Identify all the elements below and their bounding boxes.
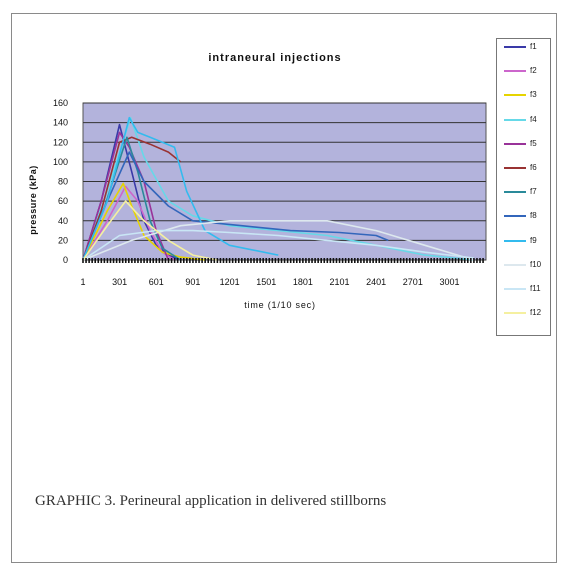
legend-label: f11 (530, 284, 541, 293)
x-tick-label: 1501 (256, 277, 276, 287)
figure-caption: GRAPHIC 3. Perineural application in del… (35, 493, 387, 509)
legend-item-f8: f8 (497, 210, 552, 222)
legend-swatch (504, 263, 526, 266)
y-tick-label: 20 (58, 235, 68, 245)
legend-label: f4 (530, 114, 537, 124)
legend-item-f11: f11 (497, 283, 552, 295)
legend-label: f3 (530, 90, 537, 100)
legend-item-f12: f12 (497, 307, 552, 319)
y-axis-label: pressure (kPa) (28, 165, 38, 235)
x-tick-label: 601 (149, 277, 164, 287)
x-tick-label: 2101 (330, 277, 350, 287)
legend-item-f2: f2 (497, 65, 552, 77)
y-tick-label: 100 (53, 157, 68, 167)
x-tick-label: 2401 (366, 277, 386, 287)
x-tick-label: 901 (185, 277, 200, 287)
legend-item-f7: f7 (497, 186, 552, 198)
legend-item-f4: f4 (497, 114, 552, 126)
series-line-f11 (82, 229, 474, 261)
legend-swatch (504, 215, 526, 218)
y-tick-label: 140 (53, 118, 68, 128)
legend-swatch (504, 312, 526, 315)
legend-label: f8 (530, 211, 537, 221)
legend-label: f2 (530, 66, 537, 76)
y-tick-label: 120 (53, 137, 68, 147)
y-tick-label: 0 (63, 255, 68, 265)
series-line-f6 (82, 136, 182, 261)
x-tick-label: 301 (112, 277, 127, 287)
legend-swatch (504, 94, 526, 97)
series-line-f3 (82, 182, 206, 261)
y-tick-label: 80 (58, 177, 68, 187)
legend-item-f1: f1 (497, 41, 552, 53)
legend-swatch (504, 142, 526, 145)
legend-label: f7 (530, 187, 537, 197)
series-line-f12 (82, 200, 218, 261)
series-line-f10 (82, 220, 475, 261)
legend-swatch (504, 46, 526, 48)
y-tick-label: 40 (58, 216, 68, 226)
chart-legend: f1 f2 f3 f4 f5 f6 f7 f8 f9 f10 f11 f12 (496, 38, 551, 336)
chart-title: intraneural injections (208, 52, 342, 64)
legend-item-f10: f10 (497, 259, 552, 271)
y-tick-label: 160 (53, 98, 68, 108)
legend-item-f5: f5 (497, 138, 552, 150)
series-line-f9 (82, 116, 279, 261)
x-tick-label: 1 (80, 277, 85, 287)
legend-swatch (504, 167, 526, 169)
series-line-f8 (82, 151, 389, 261)
legend-swatch (504, 70, 526, 73)
legend-swatch (504, 191, 526, 194)
legend-swatch (504, 239, 526, 242)
x-tick-label: 3001 (439, 277, 459, 287)
legend-label: f9 (530, 235, 537, 245)
legend-label: f5 (530, 138, 537, 148)
legend-label: f10 (530, 259, 542, 269)
x-axis-label: time (1/10 sec) (244, 300, 316, 310)
legend-label: f12 (530, 308, 542, 318)
legend-label: f6 (530, 163, 537, 172)
legend-item-f6: f6 (497, 162, 552, 174)
legend-swatch (504, 288, 526, 290)
legend-label: f1 (530, 42, 537, 51)
y-tick-label: 60 (58, 196, 68, 206)
legend-item-f9: f9 (497, 235, 552, 247)
x-tick-label: 2701 (403, 277, 423, 287)
x-tick-label: 1201 (220, 277, 240, 287)
legend-swatch (504, 118, 526, 121)
x-tick-label: 1801 (293, 277, 313, 287)
legend-item-f3: f3 (497, 89, 552, 101)
